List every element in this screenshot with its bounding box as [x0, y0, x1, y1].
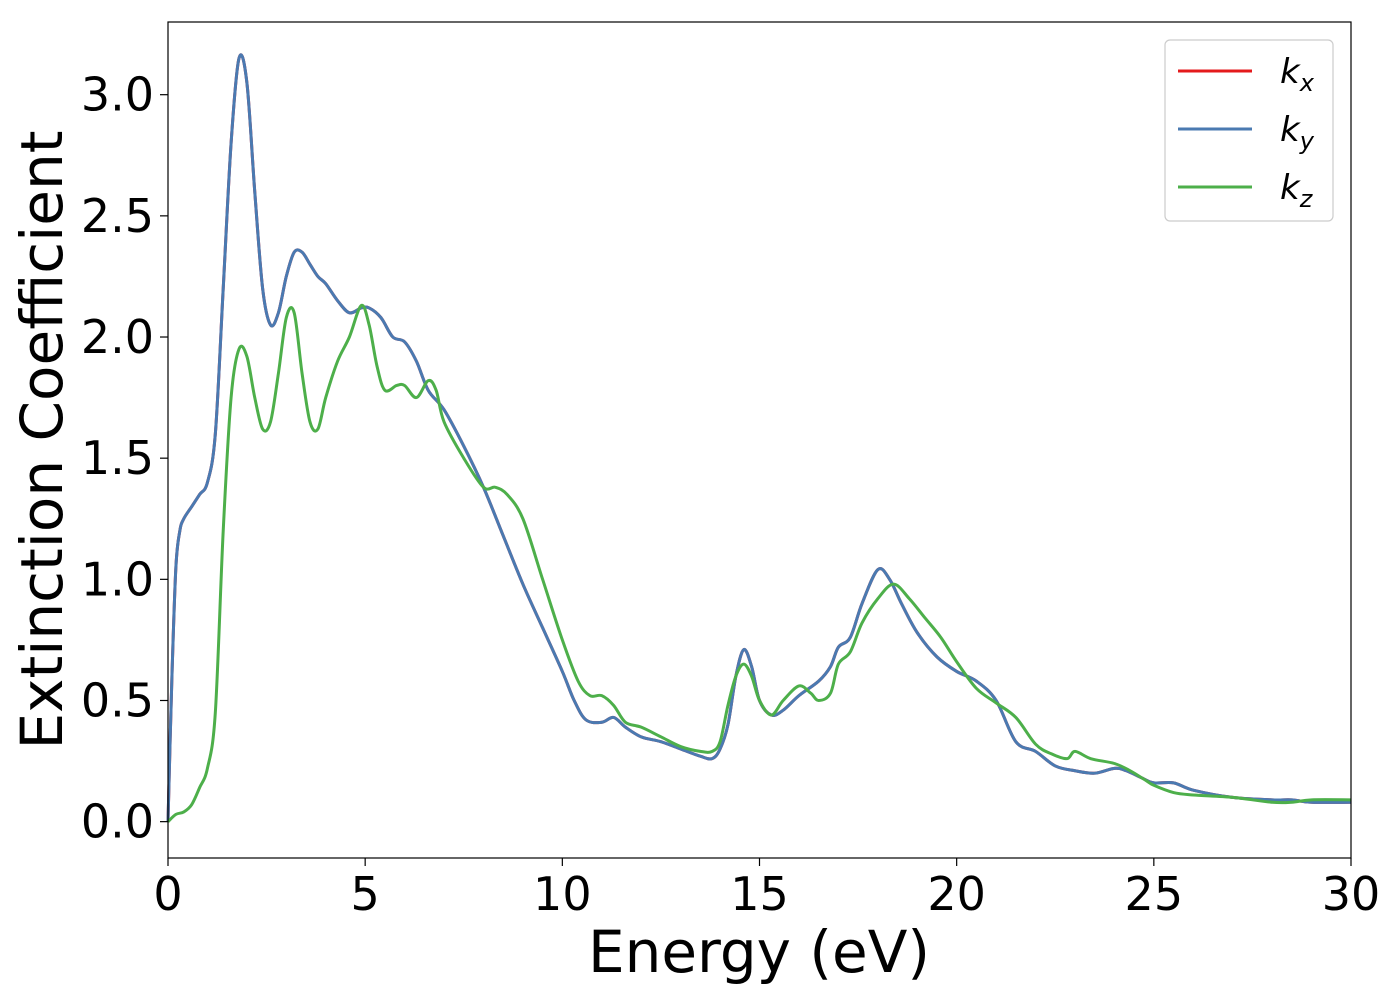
x-tick-label: 15	[730, 867, 789, 921]
y-axis-title: Extinction Coefficient	[8, 131, 76, 750]
legend-label-kx: kx	[1280, 52, 1315, 97]
series-line-kz	[166, 303, 1352, 823]
legend-label-kz: kz	[1280, 168, 1314, 213]
x-tick-label: 25	[1125, 867, 1184, 921]
legend: kx ky kz	[1164, 39, 1334, 222]
y-tick-label: 3.0	[81, 68, 154, 122]
y-tick-label: 2.0	[81, 310, 154, 364]
plot-background	[168, 22, 1351, 858]
legend-label-ky: ky	[1280, 110, 1315, 155]
y-tick-label: 1.5	[81, 431, 154, 485]
y-tick-label: 0.0	[81, 795, 154, 849]
y-tick-label: 0.5	[81, 673, 154, 727]
x-axis-ticks: 0 5 10 15 20 25 30	[153, 858, 1380, 921]
x-tick-label: 5	[351, 867, 380, 921]
y-axis-ticks: 0.0 0.5 1.0 1.5 2.0 2.5 3.0	[81, 68, 168, 849]
x-tick-label: 30	[1322, 867, 1381, 921]
y-tick-label: 2.5	[81, 189, 154, 243]
y-tick-label: 1.0	[81, 552, 154, 606]
x-tick-label: 0	[153, 867, 182, 921]
series-line-ky	[166, 53, 1352, 822]
x-axis-title: Energy (eV)	[588, 918, 930, 986]
x-tick-label: 10	[533, 867, 592, 921]
series-layer	[166, 53, 1352, 823]
legend-items: kx ky kz	[1178, 52, 1315, 213]
x-tick-label: 20	[927, 867, 986, 921]
